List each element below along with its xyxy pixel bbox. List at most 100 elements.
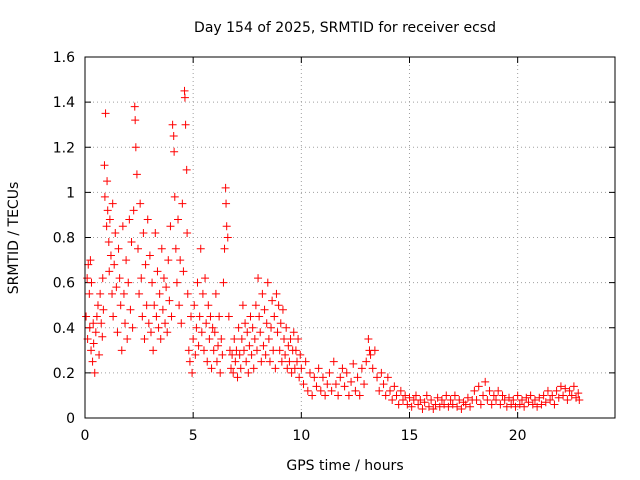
data-point (228, 350, 237, 359)
data-point (125, 215, 134, 224)
data-point (375, 386, 384, 395)
data-point (132, 170, 141, 179)
data-point (83, 274, 92, 283)
data-point (141, 260, 150, 269)
data-point (116, 301, 125, 310)
data-point (366, 350, 375, 359)
data-point (483, 395, 492, 404)
data-point (82, 312, 91, 321)
data-point (574, 389, 583, 398)
data-point (281, 350, 290, 359)
data-point (188, 368, 197, 377)
data-point (211, 289, 220, 298)
data-point (155, 289, 164, 298)
data-point (138, 312, 147, 321)
data-point (463, 393, 472, 402)
data-point (285, 357, 294, 366)
data-point (156, 335, 165, 344)
data-point (191, 350, 200, 359)
data-point (219, 278, 228, 287)
data-point (250, 335, 259, 344)
data-point (85, 289, 94, 298)
data-point (422, 391, 431, 400)
data-point (530, 395, 539, 404)
data-point (111, 228, 120, 237)
data-point (251, 301, 260, 310)
data-point (474, 382, 483, 391)
y-tick-label: 0.4 (53, 321, 75, 337)
data-point (164, 256, 173, 265)
data-point (89, 339, 98, 348)
data-point (131, 116, 140, 125)
data-point (418, 404, 427, 413)
data-point (554, 393, 563, 402)
data-point (301, 357, 310, 366)
data-point (331, 380, 340, 389)
data-point (142, 301, 151, 310)
data-point (122, 256, 131, 265)
data-point (101, 109, 110, 118)
data-point (96, 289, 105, 298)
data-point (278, 305, 287, 314)
data-point (509, 395, 518, 404)
data-point (233, 373, 242, 382)
data-point (388, 395, 397, 404)
data-point (151, 228, 160, 237)
data-point (86, 256, 95, 265)
data-point (291, 346, 300, 355)
data-point (99, 305, 108, 314)
data-point (220, 244, 229, 253)
data-point (230, 335, 239, 344)
data-point (207, 364, 216, 373)
data-point (500, 395, 509, 404)
data-point (89, 319, 98, 328)
data-point (440, 400, 449, 409)
data-point (457, 404, 466, 413)
data-point (390, 382, 399, 391)
data-point (222, 222, 231, 231)
data-point (327, 386, 336, 395)
data-point (87, 346, 96, 355)
data-point (98, 332, 107, 341)
data-point (567, 391, 576, 400)
data-point (179, 267, 188, 276)
data-point (386, 386, 395, 395)
data-point (329, 357, 338, 366)
data-point (102, 222, 111, 231)
x-axis-label: GPS time / hours (286, 458, 403, 474)
data-point (100, 192, 109, 201)
data-point (325, 368, 334, 377)
data-point (150, 301, 159, 310)
x-tick-label: 10 (292, 428, 310, 444)
data-point (143, 215, 152, 224)
data-point (550, 400, 559, 409)
data-point (334, 391, 343, 400)
data-point (546, 395, 555, 404)
data-point (247, 350, 256, 359)
data-point (190, 301, 199, 310)
data-point (507, 400, 516, 409)
data-point (433, 393, 442, 402)
data-point (407, 402, 416, 411)
data-point (563, 395, 572, 404)
data-point (485, 386, 494, 395)
data-point (97, 319, 106, 328)
data-point (539, 391, 548, 400)
data-point (303, 386, 312, 395)
data-point (178, 199, 187, 208)
data-point (470, 386, 479, 395)
data-point (154, 323, 163, 332)
data-point (209, 346, 218, 355)
data-point (242, 357, 251, 366)
data-point (284, 341, 293, 350)
data-point (128, 323, 137, 332)
y-tick-label: 1.4 (53, 95, 75, 111)
data-point (198, 289, 207, 298)
data-point (293, 357, 301, 366)
data-point (229, 368, 238, 377)
data-point (127, 238, 136, 247)
data-point (321, 391, 330, 400)
data-point (108, 289, 117, 298)
data-point (252, 346, 261, 355)
